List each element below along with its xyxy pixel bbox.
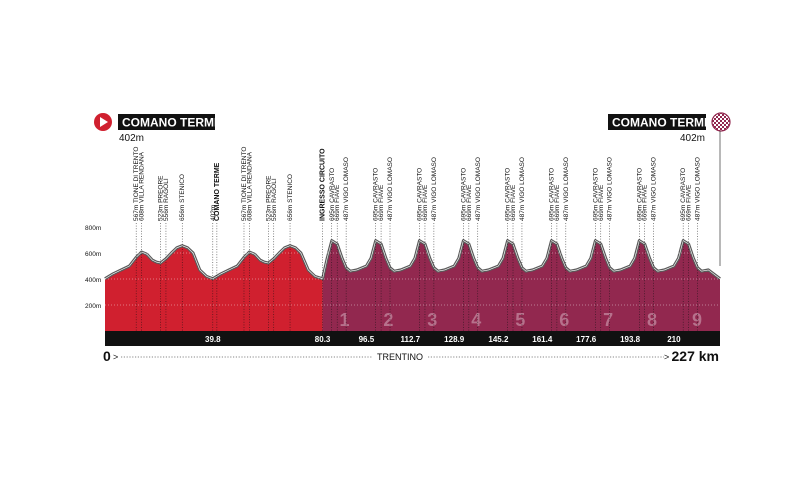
km-bar	[105, 331, 720, 346]
lap-number: 8	[647, 310, 657, 330]
profile-edge	[104, 240, 721, 280]
profile-segment-circuit	[322, 240, 720, 331]
lap-number: 5	[515, 310, 525, 330]
waypoint-label: 695m CAVRASTO	[636, 168, 643, 221]
region-label: TRENTINO	[377, 352, 423, 362]
y-axis: 200m 400m 600m 800m	[85, 225, 720, 310]
finish-name-box	[608, 114, 706, 130]
finish-elevation: 402m	[680, 133, 705, 144]
waypoint-label: 695m CAVRASTO	[592, 168, 599, 221]
lap-number: 7	[603, 310, 613, 330]
waypoint-label: 669m FIAVE	[686, 184, 693, 221]
km-marker-labels: 39.8 80.3 96.5 112.7 128.9 145.2 161.4 177.6 193…	[205, 335, 681, 344]
waypoint-label: 487m VIGO LOMASO	[607, 157, 614, 221]
start-play-triangle	[100, 117, 108, 127]
waypoint-label: 656m STENICO	[179, 174, 186, 221]
waypoint-label: 487m VIGO LOMASO	[343, 157, 350, 221]
waypoint-label: 695m CAVRASTO	[680, 168, 687, 221]
y-tick-label: 600m	[85, 251, 101, 258]
waypoint-label: 669m FIAVE	[510, 184, 517, 221]
waypoint-label: 656m STENICO	[287, 174, 294, 221]
waypoint-label: 695m CAVRASTO	[549, 168, 556, 221]
waypoint-label: 523m PREORE	[265, 175, 272, 221]
waypoint-label: 487m VIGO LOMASO	[519, 157, 526, 221]
waypoint-label: 695m CAVRASTO	[417, 168, 424, 221]
km-marker-label: 210	[667, 335, 681, 344]
y-tick-label: 400m	[85, 277, 101, 284]
waypoint-label: 556m RAGOLI	[163, 178, 170, 221]
waypoint-label: 669m FIAVE	[378, 184, 385, 221]
km-marker-label: 145.2	[488, 335, 509, 344]
waypoint-label: 695m CAVRASTO	[505, 168, 512, 221]
km-marker-label: 128.9	[444, 335, 465, 344]
start-name-box	[118, 114, 215, 130]
waypoint-label: 567m TIONE DI TRENTO	[241, 147, 248, 221]
start-elevation: 402m	[119, 133, 144, 144]
distance-start-label: 0	[103, 348, 111, 364]
profile-layer: 1 2 3 4 5 6 7 8 9	[104, 239, 721, 331]
waypoint-label: 487m VIGO LOMASO	[651, 157, 658, 221]
waypoint-label: 487m VIGO LOMASO	[431, 157, 438, 221]
waypoint-label: 487m VIGO LOMASO	[475, 157, 482, 221]
waypoint-label: 523m PREORE	[158, 175, 165, 221]
waypoint-label: 669m FIAVE	[554, 184, 561, 221]
waypoint-label: 567m TIONE DI TRENTO	[133, 147, 140, 221]
km-marker-label: 193.8	[620, 335, 641, 344]
waypoint-label: 669m FIAVE	[642, 184, 649, 221]
distance-axis: 0 > TRENTINO > 227 km	[103, 348, 719, 364]
lap-number: 9	[692, 310, 702, 330]
waypoint-label: 669m FIAVE	[334, 184, 341, 221]
y-tick-label: 200m	[85, 303, 101, 310]
waypoint-label: 556m RAGOLI	[271, 178, 278, 221]
waypoint-label: 608m VILLA RENDANA	[246, 151, 253, 221]
km-marker-label: 177.6	[576, 335, 597, 344]
distance-end-arrow: >	[664, 352, 669, 362]
waypoint-label: 487m VIGO LOMASO	[695, 157, 702, 221]
y-tick-label: 800m	[85, 225, 101, 232]
km-marker-label: 161.4	[532, 335, 553, 344]
km-marker-label: 96.5	[359, 335, 375, 344]
waypoint-label: INGRESSO CIRCUITO	[320, 148, 327, 221]
finish-name: COMANO TERME	[612, 116, 712, 130]
lap-number: 1	[339, 310, 349, 330]
distance-start-arrow: >	[113, 352, 118, 362]
lap-number: 6	[559, 310, 569, 330]
waypoint-label: 669m FIAVE	[466, 184, 473, 221]
waypoint-label: 695m CAVRASTO	[373, 168, 380, 221]
waypoint-label: 695m CAVRASTO	[329, 168, 336, 221]
waypoint-label: 487m VIGO LOMASO	[563, 157, 570, 221]
start-marker: COMANO TERME 402m	[94, 113, 222, 144]
distance-end-label: 227 km	[672, 348, 719, 364]
lap-number: 2	[383, 310, 393, 330]
km-marker-label: 112.7	[401, 335, 421, 344]
waypoint-label: 669m FIAVE	[598, 184, 605, 221]
checkered-flag-icon	[711, 112, 731, 132]
waypoint-label: 669m FIAVE	[422, 184, 429, 221]
waypoint-label: 608m VILLA RENDANA	[139, 151, 146, 221]
start-name: COMANO TERME	[122, 116, 222, 130]
lap-number: 4	[471, 310, 481, 330]
km-marker-label: 80.3	[315, 335, 331, 344]
waypoint-label: 487m VIGO LOMASO	[387, 157, 394, 221]
lap-number: 3	[427, 310, 437, 330]
km-marker-label: 39.8	[205, 335, 221, 344]
waypoint-label: COMANO TERME	[214, 162, 221, 221]
waypoint-label: 695m CAVRASTO	[460, 168, 467, 221]
waypoint-label: 402m	[210, 205, 217, 221]
finish-marker: COMANO TERME 402m	[608, 112, 731, 266]
